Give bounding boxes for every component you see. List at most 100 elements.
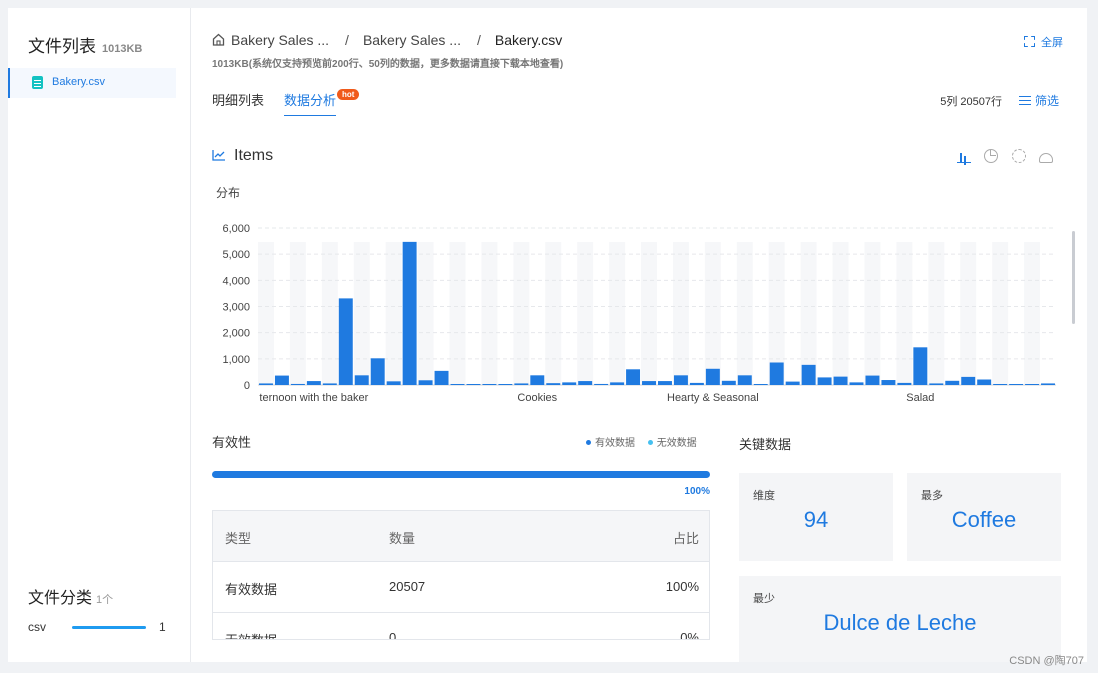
tab-detail-list[interactable]: 明细列表 [212, 93, 265, 108]
file-item-bakery[interactable]: Bakery.csv [8, 68, 176, 98]
filter-button[interactable]: 筛选 [1018, 92, 1059, 109]
key-card-value: Dulce de Leche [823, 610, 977, 635]
chart-bar [498, 384, 513, 385]
chart-bar [897, 382, 912, 385]
chart-stripe [449, 242, 466, 385]
pie-chart-icon[interactable] [984, 149, 999, 163]
table-cell: 无效数据 [225, 630, 277, 639]
chart-bar [546, 383, 561, 385]
chart-stripe [768, 242, 785, 385]
breadcrumb: Bakery Sales ... / Bakery Sales ... / Bakery… [212, 32, 562, 48]
chart-bar [642, 381, 656, 385]
chart-stripe [481, 242, 498, 385]
chart-stripe [545, 242, 562, 385]
file-list-size: 1013KB [102, 43, 143, 55]
category-row-csv[interactable]: csv 1 [28, 620, 178, 636]
x-tick-label: Cookies [517, 392, 557, 404]
chart-bar [689, 382, 704, 385]
fullscreen-button[interactable]: 全屏 [1024, 34, 1063, 50]
key-card-most: 最多 Coffee [907, 473, 1061, 561]
chart-bar [849, 382, 864, 385]
table-header: 类型 数量 占比 [213, 511, 709, 562]
chart-bar [833, 376, 848, 385]
ring-chart-icon[interactable] [1011, 149, 1026, 163]
legend-item-invalid[interactable]: 无效数据 [647, 438, 697, 449]
y-tick-label: 5,000 [222, 249, 250, 261]
tab-data-analysis[interactable]: 数据分析 [284, 90, 337, 116]
chart-bar [306, 381, 321, 385]
validity-table: 类型 数量 占比 有效数据 20507 100% 无效数据 0 0% [212, 510, 710, 640]
y-tick-label: 6,000 [222, 223, 250, 235]
validity-title: 有效性 [212, 435, 252, 450]
table-cell: 0 [389, 630, 397, 640]
chart-bar [753, 384, 768, 385]
fullscreen-label: 全屏 [1041, 37, 1063, 49]
chart-bar [801, 364, 816, 385]
table-cell: 20507 [389, 579, 426, 594]
chart-bar [929, 383, 944, 385]
chart-bar [466, 384, 481, 385]
distribution-label: 分布 [216, 186, 241, 200]
key-card-value: Coffee [951, 507, 1017, 532]
chart-bar [1025, 384, 1040, 385]
y-tick-label: 4,000 [222, 275, 250, 287]
chart-stripe [258, 242, 274, 385]
chart-bar [578, 381, 593, 385]
chart-bar [769, 362, 784, 385]
legend-item-valid[interactable]: 有效数据 [586, 438, 635, 449]
breadcrumb-separator: / [476, 32, 481, 48]
chart-stripe [321, 242, 338, 385]
chart-stripe [289, 242, 306, 385]
legend-label: 有效数据 [595, 438, 635, 449]
key-card-dimension: 维度 94 [739, 473, 893, 561]
file-list-label: 文件列表 [28, 37, 96, 56]
chart-type-switcher [948, 149, 1053, 168]
breadcrumb-current: Bakery.csv [494, 32, 563, 48]
column-header: 类型 [225, 531, 252, 546]
chart-bar [945, 380, 960, 385]
home-icon[interactable] [212, 33, 225, 46]
line-chart-icon [212, 150, 225, 161]
y-tick-label: 0 [244, 380, 250, 392]
x-tick-label: ternoon with the baker [259, 392, 368, 404]
y-tick-label: 1,000 [222, 354, 250, 366]
key-card-value: 94 [803, 507, 829, 532]
table-cell: 有效数据 [225, 582, 278, 597]
breadcrumb-item[interactable]: Bakery Sales ... [231, 32, 330, 48]
y-tick-label: 2,000 [222, 328, 250, 340]
chart-stripe [513, 242, 530, 385]
legend-dot [647, 440, 653, 445]
table-row: 无效数据 0 0% [213, 613, 709, 640]
chart-stripe [960, 242, 977, 385]
validity-legend: 有效数据 无效数据 [576, 434, 697, 449]
chart-stripe [672, 242, 689, 385]
chart-bar [1041, 383, 1055, 385]
chart-bar [626, 369, 641, 385]
x-tick-label: Hearty & Seasonal [667, 392, 759, 404]
chart-bar [259, 383, 273, 385]
y-tick-label: 3,000 [222, 302, 250, 314]
chart-bar [610, 382, 625, 385]
main-panel: Bakery Sales ... / Bakery Sales ... / Bakery… [192, 8, 1087, 662]
fullscreen-icon [1024, 36, 1035, 47]
bar-chart-icon[interactable] [956, 149, 971, 163]
filter-label: 筛选 [1034, 94, 1059, 108]
table-row: 有效数据 20507 100% [213, 562, 709, 613]
chart-bar [961, 376, 976, 385]
chart-bar [721, 380, 736, 385]
chart-stripe [992, 242, 1009, 385]
chart-bar [514, 383, 529, 385]
chart-bar [274, 375, 289, 385]
field-name: Items [234, 147, 274, 164]
word-cloud-icon[interactable] [1039, 153, 1053, 163]
chart-scrollbar[interactable] [1072, 231, 1075, 324]
breadcrumb-item[interactable]: Bakery Sales ... [362, 32, 461, 48]
chart-bar [705, 368, 720, 385]
column-header: 数量 [389, 531, 416, 546]
chart-stripe [577, 242, 594, 385]
chart-bar [386, 381, 401, 385]
chart-bar [658, 381, 672, 385]
chart-bar [530, 375, 545, 385]
key-card-least: 最少 Dulce de Leche [739, 576, 1061, 662]
distribution-bar-chart: 0 1,000 2,000 3,000 4,000 5,000 6,000 ternoon w… [222, 223, 1056, 404]
